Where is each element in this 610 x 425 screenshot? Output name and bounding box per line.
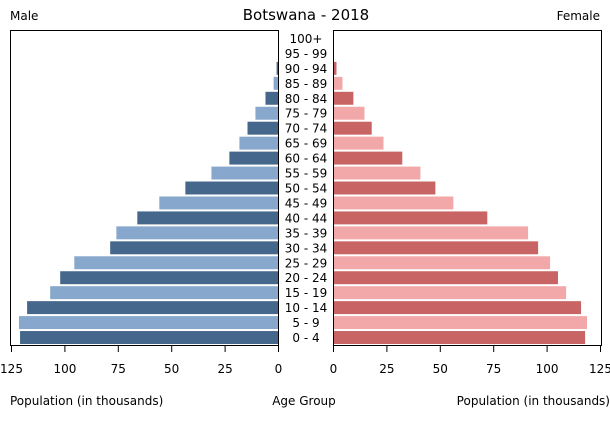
male-bar-50-54 <box>185 181 279 195</box>
female-bar-5-9 <box>333 316 588 330</box>
male-tick-label: 0 <box>275 362 283 376</box>
age-group-label: 85 - 89 <box>285 77 328 91</box>
female-tick-label: 100 <box>536 362 559 376</box>
male-tick-label: 75 <box>111 362 126 376</box>
female-bar-65-69 <box>333 136 384 150</box>
male-panel-frame <box>10 30 279 346</box>
female-bar-35-39 <box>333 226 529 240</box>
female-bar-60-64 <box>333 151 403 165</box>
female-tick-label: 25 <box>379 362 394 376</box>
female-bar-25-29 <box>333 256 551 270</box>
female-bar-40-44 <box>333 211 488 225</box>
male-bar-20-24 <box>60 271 279 285</box>
male-tick-label: 125 <box>0 362 23 376</box>
female-bar-15-19 <box>333 286 567 300</box>
age-group-label: 55 - 59 <box>285 167 328 181</box>
male-bar-70-74 <box>247 121 279 135</box>
male-bar-65-69 <box>239 136 279 150</box>
age-group-label: 25 - 29 <box>285 256 328 270</box>
male-bar-25-29 <box>74 256 279 270</box>
age-group-label: 30 - 34 <box>285 241 328 255</box>
female-bar-80-84 <box>333 91 354 105</box>
male-bar-15-19 <box>50 286 279 300</box>
age-group-label: 70 - 74 <box>285 122 328 136</box>
age-group-label: 0 - 4 <box>292 331 319 345</box>
x-axis-label-left: Population (in thousands) <box>10 394 163 408</box>
age-group-label: 45 - 49 <box>285 196 328 210</box>
age-group-label: 40 - 44 <box>285 211 328 225</box>
female-bar-90-94 <box>333 61 337 75</box>
male-tick-label: 100 <box>53 362 76 376</box>
age-group-label: 5 - 9 <box>292 316 319 330</box>
x-axis-label-center: Age Group <box>272 394 336 408</box>
female-bar-55-59 <box>333 166 421 180</box>
age-group-label: 60 - 64 <box>285 152 328 166</box>
female-bar-70-74 <box>333 121 372 135</box>
male-bar-85-89 <box>273 76 279 90</box>
age-group-label: 75 - 79 <box>285 107 328 121</box>
age-group-label: 80 - 84 <box>285 92 328 106</box>
male-bar-40-44 <box>137 211 279 225</box>
female-bar-20-24 <box>333 271 558 285</box>
male-bar-35-39 <box>116 226 279 240</box>
age-group-label: 15 - 19 <box>285 286 328 300</box>
age-group-label: 65 - 69 <box>285 137 328 151</box>
chart-title: Botswana - 2018 <box>243 6 369 24</box>
age-group-label: 90 - 94 <box>285 62 328 76</box>
female-bar-85-89 <box>333 76 343 90</box>
female-bar-0-4 <box>333 331 586 344</box>
male-bar-80-84 <box>265 91 279 105</box>
male-bar-55-59 <box>211 166 279 180</box>
male-bar-60-64 <box>229 151 279 165</box>
female-tick-label: 75 <box>486 362 501 376</box>
female-bar-10-14 <box>333 301 582 315</box>
female-tick-label: 50 <box>433 362 448 376</box>
male-tick-label: 50 <box>164 362 179 376</box>
male-bar-10-14 <box>27 301 279 315</box>
female-label: Female <box>557 9 600 23</box>
male-bar-75-79 <box>255 106 279 120</box>
age-group-label: 100+ <box>290 32 323 46</box>
female-bar-75-79 <box>333 106 365 120</box>
age-group-label: 50 - 54 <box>285 182 328 196</box>
female-bar-45-49 <box>333 196 454 210</box>
age-group-label: 95 - 99 <box>285 47 328 61</box>
female-panel-frame <box>333 30 602 346</box>
male-label: Male <box>10 9 38 23</box>
age-group-label: 20 - 24 <box>285 271 328 285</box>
male-bar-90-94 <box>276 61 279 75</box>
age-group-label: 10 - 14 <box>285 301 328 315</box>
female-tick-label: 125 <box>589 362 610 376</box>
female-bar-30-34 <box>333 241 539 255</box>
male-bar-30-34 <box>110 241 279 255</box>
male-tick-label: 25 <box>217 362 232 376</box>
age-group-label: 35 - 39 <box>285 226 328 240</box>
male-bar-45-49 <box>159 196 279 210</box>
female-bar-50-54 <box>333 181 436 195</box>
male-bar-0-4 <box>20 331 279 344</box>
female-tick-label: 0 <box>330 362 338 376</box>
male-bar-5-9 <box>18 316 279 330</box>
x-axis-label-right: Population (in thousands) <box>457 394 610 408</box>
